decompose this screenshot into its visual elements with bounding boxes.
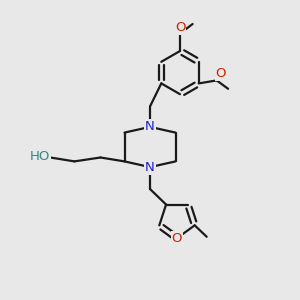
Text: O: O <box>172 232 182 245</box>
Text: N: N <box>145 120 155 134</box>
Text: N: N <box>145 160 155 174</box>
Text: O: O <box>216 67 226 80</box>
Text: HO: HO <box>30 150 50 163</box>
Text: O: O <box>175 21 185 34</box>
